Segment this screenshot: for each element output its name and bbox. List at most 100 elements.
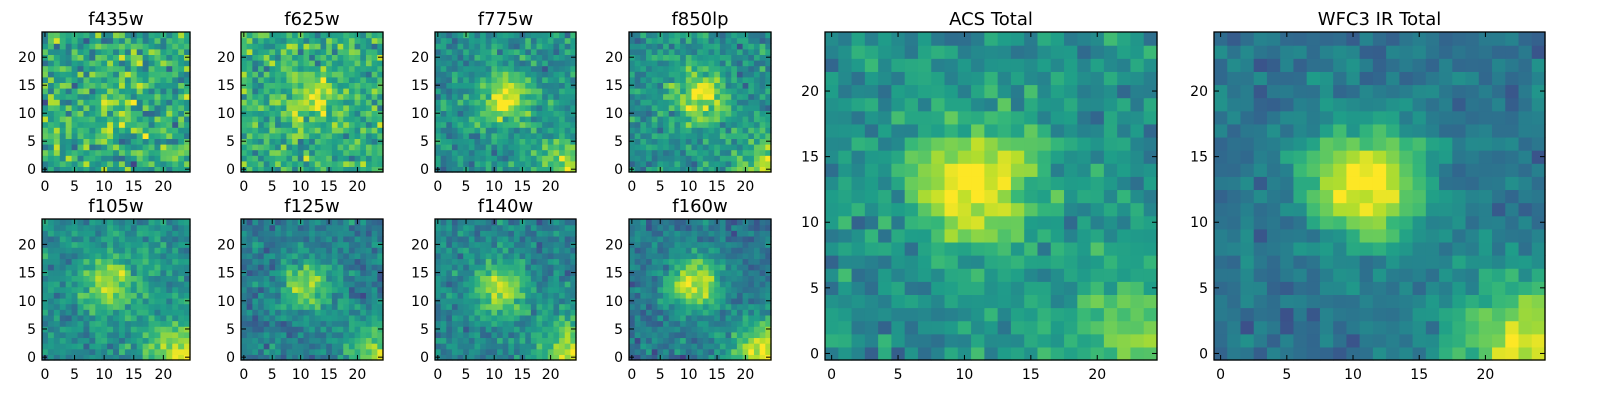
heatmap-cell bbox=[685, 155, 693, 162]
x-tick-label: 0 bbox=[627, 179, 636, 195]
heatmap-cell bbox=[89, 166, 96, 173]
heatmap-cell bbox=[547, 104, 555, 111]
heatmap-cell bbox=[136, 99, 144, 106]
heatmap-cell bbox=[674, 326, 681, 333]
heatmap-cell bbox=[530, 331, 538, 339]
heatmap-cell bbox=[680, 155, 687, 162]
heatmap-cell bbox=[559, 116, 566, 123]
heatmap-cell bbox=[463, 99, 470, 106]
heatmap-cell bbox=[491, 138, 498, 145]
heatmap-cell bbox=[553, 32, 560, 39]
heatmap-cell bbox=[497, 354, 504, 361]
heatmap-cell bbox=[440, 76, 447, 83]
heatmap-cell bbox=[101, 286, 108, 293]
heatmap-cell bbox=[651, 82, 658, 89]
heatmap-cell bbox=[320, 37, 327, 44]
heatmap-cell bbox=[65, 281, 73, 288]
heatmap-cell bbox=[241, 320, 248, 327]
heatmap-cell bbox=[136, 348, 144, 355]
heatmap-cell bbox=[184, 314, 191, 322]
heatmap-cell bbox=[371, 65, 378, 72]
heatmap-cell bbox=[53, 252, 61, 260]
heatmap-cell bbox=[725, 43, 732, 50]
heatmap-cell bbox=[77, 144, 85, 151]
heatmap-cell bbox=[178, 48, 185, 55]
heatmap-cell bbox=[360, 48, 367, 55]
heatmap-cell bbox=[83, 127, 90, 134]
heatmap-cell bbox=[680, 275, 687, 282]
heatmap-cell bbox=[343, 149, 350, 156]
heatmap-cell bbox=[680, 354, 687, 361]
heatmap-cell bbox=[95, 230, 102, 237]
heatmap-cell bbox=[107, 224, 114, 231]
heatmap-cell bbox=[77, 230, 85, 237]
heatmap-cell bbox=[65, 32, 73, 39]
heatmap-cell bbox=[65, 160, 73, 167]
heatmap-cell bbox=[286, 269, 293, 276]
heatmap-cell bbox=[107, 252, 114, 260]
heatmap-cell bbox=[286, 235, 293, 243]
heatmap-cell bbox=[463, 303, 470, 310]
heatmap-cell bbox=[457, 149, 464, 156]
heatmap-cell bbox=[736, 138, 744, 145]
heatmap-cell bbox=[765, 60, 772, 67]
heatmap-cell bbox=[107, 138, 114, 145]
heatmap-cell bbox=[753, 110, 761, 117]
heatmap-cell bbox=[651, 76, 658, 83]
heatmap-cell bbox=[480, 247, 487, 254]
heatmap-cell bbox=[337, 71, 344, 78]
heatmap-cell bbox=[303, 93, 310, 100]
heatmap-cell bbox=[536, 138, 543, 145]
heatmap-cell bbox=[634, 93, 641, 100]
heatmap-cell bbox=[65, 54, 73, 61]
heatmap-cell bbox=[309, 275, 316, 282]
heatmap-cell bbox=[297, 258, 305, 265]
heatmap-cell bbox=[77, 326, 85, 333]
heatmap-cell bbox=[154, 252, 161, 260]
heatmap-cell bbox=[547, 286, 555, 293]
heatmap-cell bbox=[89, 116, 96, 123]
heatmap-cell bbox=[491, 99, 498, 106]
heatmap-cell bbox=[468, 326, 476, 333]
heatmap-cell bbox=[337, 337, 344, 344]
heatmap-cell bbox=[468, 121, 476, 128]
x-tick-label: 10 bbox=[95, 179, 113, 195]
heatmap-cell bbox=[513, 110, 521, 117]
heatmap-cell bbox=[753, 104, 761, 111]
heatmap-cell bbox=[297, 149, 305, 156]
heatmap-cell bbox=[303, 160, 310, 167]
heatmap-cell bbox=[337, 297, 344, 305]
heatmap-cell bbox=[348, 144, 356, 151]
heatmap-cell bbox=[47, 292, 55, 299]
heatmap-cell bbox=[258, 252, 265, 260]
heatmap-cell bbox=[485, 48, 492, 55]
heatmap-cell bbox=[314, 252, 322, 260]
heatmap-cell bbox=[742, 309, 749, 316]
heatmap-cell bbox=[337, 127, 344, 134]
heatmap-cell bbox=[377, 348, 384, 355]
heatmap-cell bbox=[331, 116, 339, 123]
heatmap-cell bbox=[725, 166, 732, 173]
heatmap-cell bbox=[634, 88, 641, 95]
heatmap-cell bbox=[326, 292, 333, 299]
heatmap-cell bbox=[178, 149, 185, 156]
heatmap-cell bbox=[124, 48, 132, 55]
heatmap-cell bbox=[457, 252, 464, 260]
heatmap-cell bbox=[542, 32, 549, 39]
heatmap-cell bbox=[640, 331, 647, 339]
heatmap-cell bbox=[702, 309, 710, 316]
heatmap-cell bbox=[292, 252, 299, 260]
heatmap-cell bbox=[685, 331, 693, 339]
heatmap-cell bbox=[83, 320, 90, 327]
heatmap-cell bbox=[124, 219, 132, 226]
heatmap-cell bbox=[651, 331, 658, 339]
heatmap-cells bbox=[241, 219, 384, 361]
heatmap-cell bbox=[107, 132, 114, 139]
heatmap-cell bbox=[480, 219, 487, 226]
heatmap-cell bbox=[314, 54, 322, 61]
heatmap-cell bbox=[275, 297, 282, 305]
heatmap-cell bbox=[178, 32, 185, 39]
heatmap-cell bbox=[275, 241, 282, 248]
heatmap-cell bbox=[113, 116, 120, 123]
